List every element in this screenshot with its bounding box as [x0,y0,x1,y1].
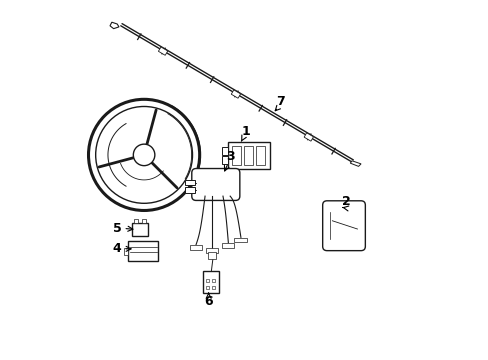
Bar [222,243,234,248]
Bar [189,245,202,249]
Bar [228,142,269,169]
Bar [205,248,218,253]
FancyBboxPatch shape [185,180,195,185]
Bar [142,220,145,223]
Bar [244,146,252,165]
FancyBboxPatch shape [185,187,195,193]
Bar [234,238,246,242]
Bar [211,279,215,282]
Bar [211,286,215,289]
Bar [131,223,147,235]
Bar [158,47,167,55]
Bar [231,90,240,98]
Bar [128,241,158,261]
Circle shape [88,99,199,211]
FancyBboxPatch shape [191,168,239,201]
Bar [255,146,264,165]
Bar [208,252,216,259]
Text: 7: 7 [275,95,284,108]
Text: 3: 3 [225,150,234,163]
Bar [134,220,138,223]
Bar [206,279,209,282]
Bar [304,133,313,141]
Bar [206,286,209,289]
Circle shape [133,144,155,166]
Text: 2: 2 [342,195,350,208]
FancyBboxPatch shape [222,156,228,164]
Polygon shape [110,22,119,29]
Text: 1: 1 [242,125,250,138]
Text: 4: 4 [113,242,122,255]
FancyBboxPatch shape [203,271,219,293]
Polygon shape [349,161,360,166]
Text: 6: 6 [204,296,212,309]
Bar [231,146,241,165]
Bar [124,248,128,255]
FancyBboxPatch shape [322,201,365,251]
Text: 5: 5 [113,222,122,235]
FancyBboxPatch shape [222,147,228,155]
